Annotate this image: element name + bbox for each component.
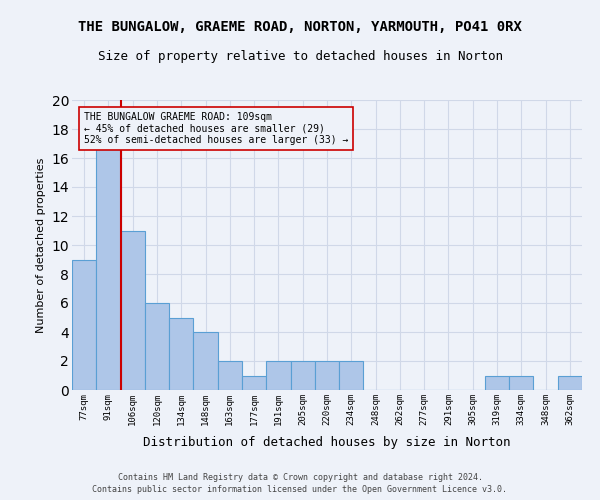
Bar (509, 376, 533, 390)
Bar (315, 361, 339, 390)
Bar (72, 260, 96, 390)
Text: Distribution of detached houses by size in Norton: Distribution of detached houses by size … (143, 436, 511, 449)
Bar (145, 303, 169, 390)
Bar (242, 376, 266, 390)
Bar (193, 332, 218, 390)
Text: Contains HM Land Registry data © Crown copyright and database right 2024.: Contains HM Land Registry data © Crown c… (118, 473, 482, 482)
Bar (290, 361, 315, 390)
Bar (558, 376, 582, 390)
Y-axis label: Number of detached properties: Number of detached properties (36, 158, 46, 332)
Bar (169, 318, 193, 390)
Text: THE BUNGALOW GRAEME ROAD: 109sqm
← 45% of detached houses are smaller (29)
52% o: THE BUNGALOW GRAEME ROAD: 109sqm ← 45% o… (84, 112, 349, 145)
Bar (218, 361, 242, 390)
Bar (339, 361, 364, 390)
Text: Contains public sector information licensed under the Open Government Licence v3: Contains public sector information licen… (92, 486, 508, 494)
Bar (121, 230, 145, 390)
Bar (485, 376, 509, 390)
Bar (266, 361, 290, 390)
Text: THE BUNGALOW, GRAEME ROAD, NORTON, YARMOUTH, PO41 0RX: THE BUNGALOW, GRAEME ROAD, NORTON, YARMO… (78, 20, 522, 34)
Bar (96, 144, 121, 390)
Text: Size of property relative to detached houses in Norton: Size of property relative to detached ho… (97, 50, 503, 63)
